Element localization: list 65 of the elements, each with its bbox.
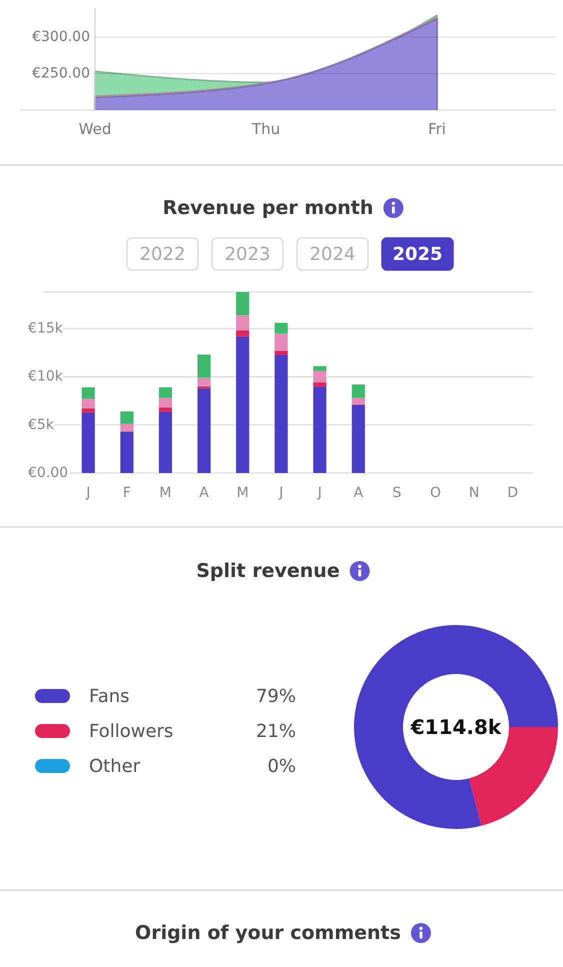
y-tick-label: €5k [28,416,55,433]
bar [82,398,95,408]
bar [197,388,211,473]
x-tick-label: M [236,485,249,501]
bar [274,350,288,355]
x-tick-label: J [278,485,284,501]
bar [352,404,365,473]
chart-title: Revenue per month [162,197,374,219]
donut-slice [354,625,558,829]
bar [236,292,250,316]
bar [352,398,365,405]
year-button[interactable]: 2025 [381,237,454,271]
bar [274,333,288,351]
x-tick-label: S [392,485,402,501]
y-tick-label: €0.00 [28,465,68,481]
bar [313,382,326,386]
year-button[interactable]: 2023 [211,237,284,271]
y-tick-label: €250.00 [32,66,90,82]
bar [274,354,288,473]
x-tick-label: N [468,485,480,501]
y-tick-label: €300.00 [32,29,90,46]
legend-label: Followers [89,720,174,742]
bar [313,386,326,473]
x-tick-label: F [122,485,131,501]
bar [236,336,250,473]
text: 0% [267,756,296,776]
bar [236,315,250,331]
bar [158,398,172,408]
year-button[interactable]: 2022 [126,237,199,271]
text: €114.8k [410,715,502,739]
y-tick-label: €10k [28,368,64,385]
chart-title: Split revenue [196,560,340,582]
data-label: 79% [256,686,296,706]
text: Origin of your comments [135,922,401,944]
bar [158,387,172,398]
bar [120,411,134,424]
bar [197,354,211,378]
y-tick-label: €15k [28,320,64,337]
bar [197,378,211,386]
bar [236,330,250,336]
x-tick-label: A [354,485,364,501]
bar [120,432,134,473]
bar [158,411,172,473]
x-tick-label: J [316,485,322,501]
x-tick-label: Fri [428,120,446,138]
bar [274,322,288,334]
bar [82,412,95,473]
x-tick-label: O [430,485,442,501]
x-tick-label: Thu [250,120,280,138]
bar [352,384,365,398]
bar [82,387,95,399]
bar [82,408,95,412]
x-tick-label: Wed [78,120,112,138]
legend-label: Other [89,756,141,776]
x-tick-label: J [85,485,90,501]
bar [120,424,134,432]
year-button[interactable]: 2024 [296,237,369,271]
x-tick-label: A [199,485,210,501]
bar [313,370,326,382]
bar [313,366,326,371]
data-label: 21% [256,720,296,742]
x-tick-label: M [159,485,172,501]
x-tick-label: D [507,485,518,501]
bar [158,408,172,412]
legend-label: Fans [89,686,130,706]
